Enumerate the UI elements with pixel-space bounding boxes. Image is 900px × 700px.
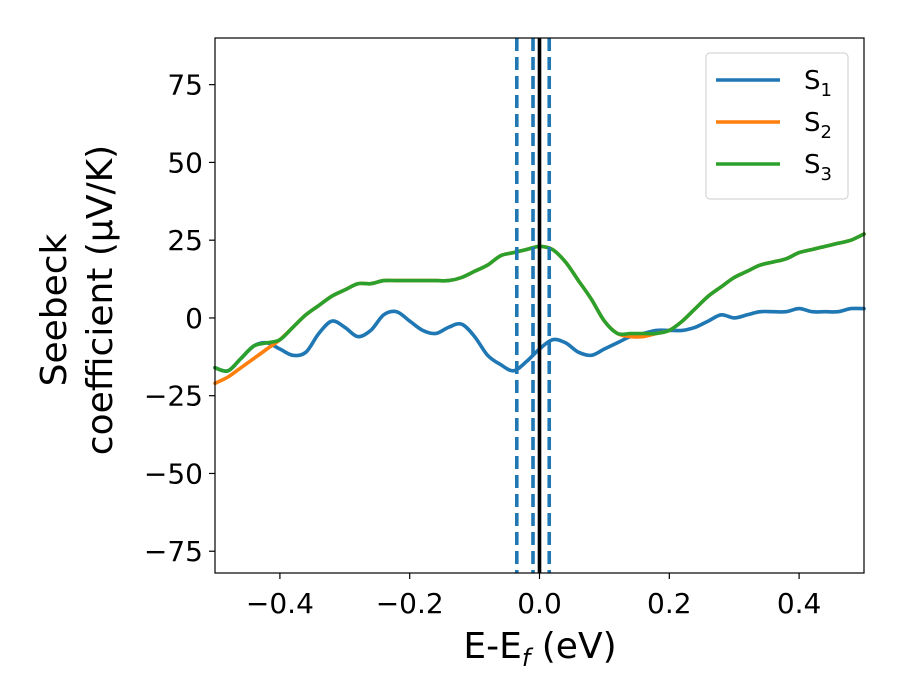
y-axis-label-line-1: Seebeck	[34, 233, 75, 386]
y-axis-label-line-2: coefficient (μV/K)	[80, 145, 121, 455]
x-tick-label: 0.2	[647, 587, 692, 620]
x-tick-label: 0.0	[517, 587, 562, 620]
x-axis-ticks: −0.4 −0.2 0.0 0.2 0.4	[246, 573, 821, 620]
y-tick-label: −25	[144, 380, 203, 413]
y-tick-label: 0	[185, 302, 203, 335]
x-axis-label: E-Ef (eV)	[463, 626, 616, 672]
x-tick-label: 0.4	[777, 587, 822, 620]
x-tick-label: −0.4	[246, 587, 314, 620]
x-tick-label: −0.2	[376, 587, 444, 620]
y-tick-label: −50	[144, 457, 203, 490]
y-tick-label: 75	[167, 69, 203, 102]
legend: S1 S2 S3	[705, 52, 849, 200]
y-tick-label: 50	[167, 146, 203, 179]
y-axis-label: Seebeck coefficient (μV/K)	[34, 145, 121, 455]
legend-label-s1: S1	[804, 66, 832, 101]
reference-lines	[514, 38, 552, 573]
y-axis-ticks: 75 50 25 0 −25 −50 −75	[144, 69, 215, 568]
y-tick-label: 25	[167, 224, 203, 257]
legend-label-s2: S2	[804, 108, 832, 143]
y-tick-label: −75	[144, 535, 203, 568]
legend-label-s3: S3	[804, 150, 832, 185]
